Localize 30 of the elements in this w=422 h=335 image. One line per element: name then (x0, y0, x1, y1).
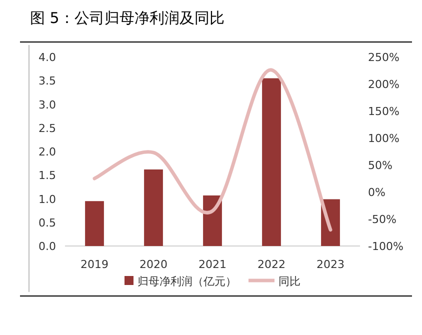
x-tick-label: 2021 (198, 258, 226, 271)
y-tick-label: 0.0 (38, 240, 56, 253)
y-tick-label: 3.0 (38, 98, 56, 112)
y2-tick-label: 100% (368, 132, 400, 145)
bar (203, 195, 222, 246)
y2-tick-label: 0% (368, 186, 386, 199)
legend-label: 归母净利润（亿元） (138, 275, 236, 288)
y-tick-label: 1.5 (38, 169, 56, 182)
y-tick-label: 4.0 (38, 51, 56, 64)
x-tick-label: 2023 (316, 258, 344, 271)
y-tick-label: 2.5 (38, 122, 56, 135)
y2-tick-label: 150% (368, 105, 400, 118)
y2-tick-label: 200% (368, 78, 400, 91)
x-tick-label: 2019 (80, 258, 108, 271)
bar (85, 201, 104, 246)
x-tick-label: 2020 (140, 258, 168, 271)
chart-title: 图 5：公司归母净利润及同比 (30, 9, 224, 27)
y-tick-label: 1.0 (38, 192, 56, 206)
y2-tick-label: 250% (368, 51, 400, 64)
x-tick-label: 2022 (258, 258, 286, 271)
y2-tick-label: 50% (368, 159, 392, 172)
y-tick-label: 0.5 (38, 216, 56, 230)
y-tick-label: 3.5 (38, 74, 56, 88)
y2-tick-label: -100% (368, 240, 404, 253)
bar (144, 169, 163, 246)
y-tick-label: 2.0 (38, 146, 56, 158)
line-series (92, 68, 332, 232)
y2-tick-label: -50% (368, 213, 396, 226)
legend-label: 同比 (278, 275, 300, 288)
bar (262, 78, 281, 246)
